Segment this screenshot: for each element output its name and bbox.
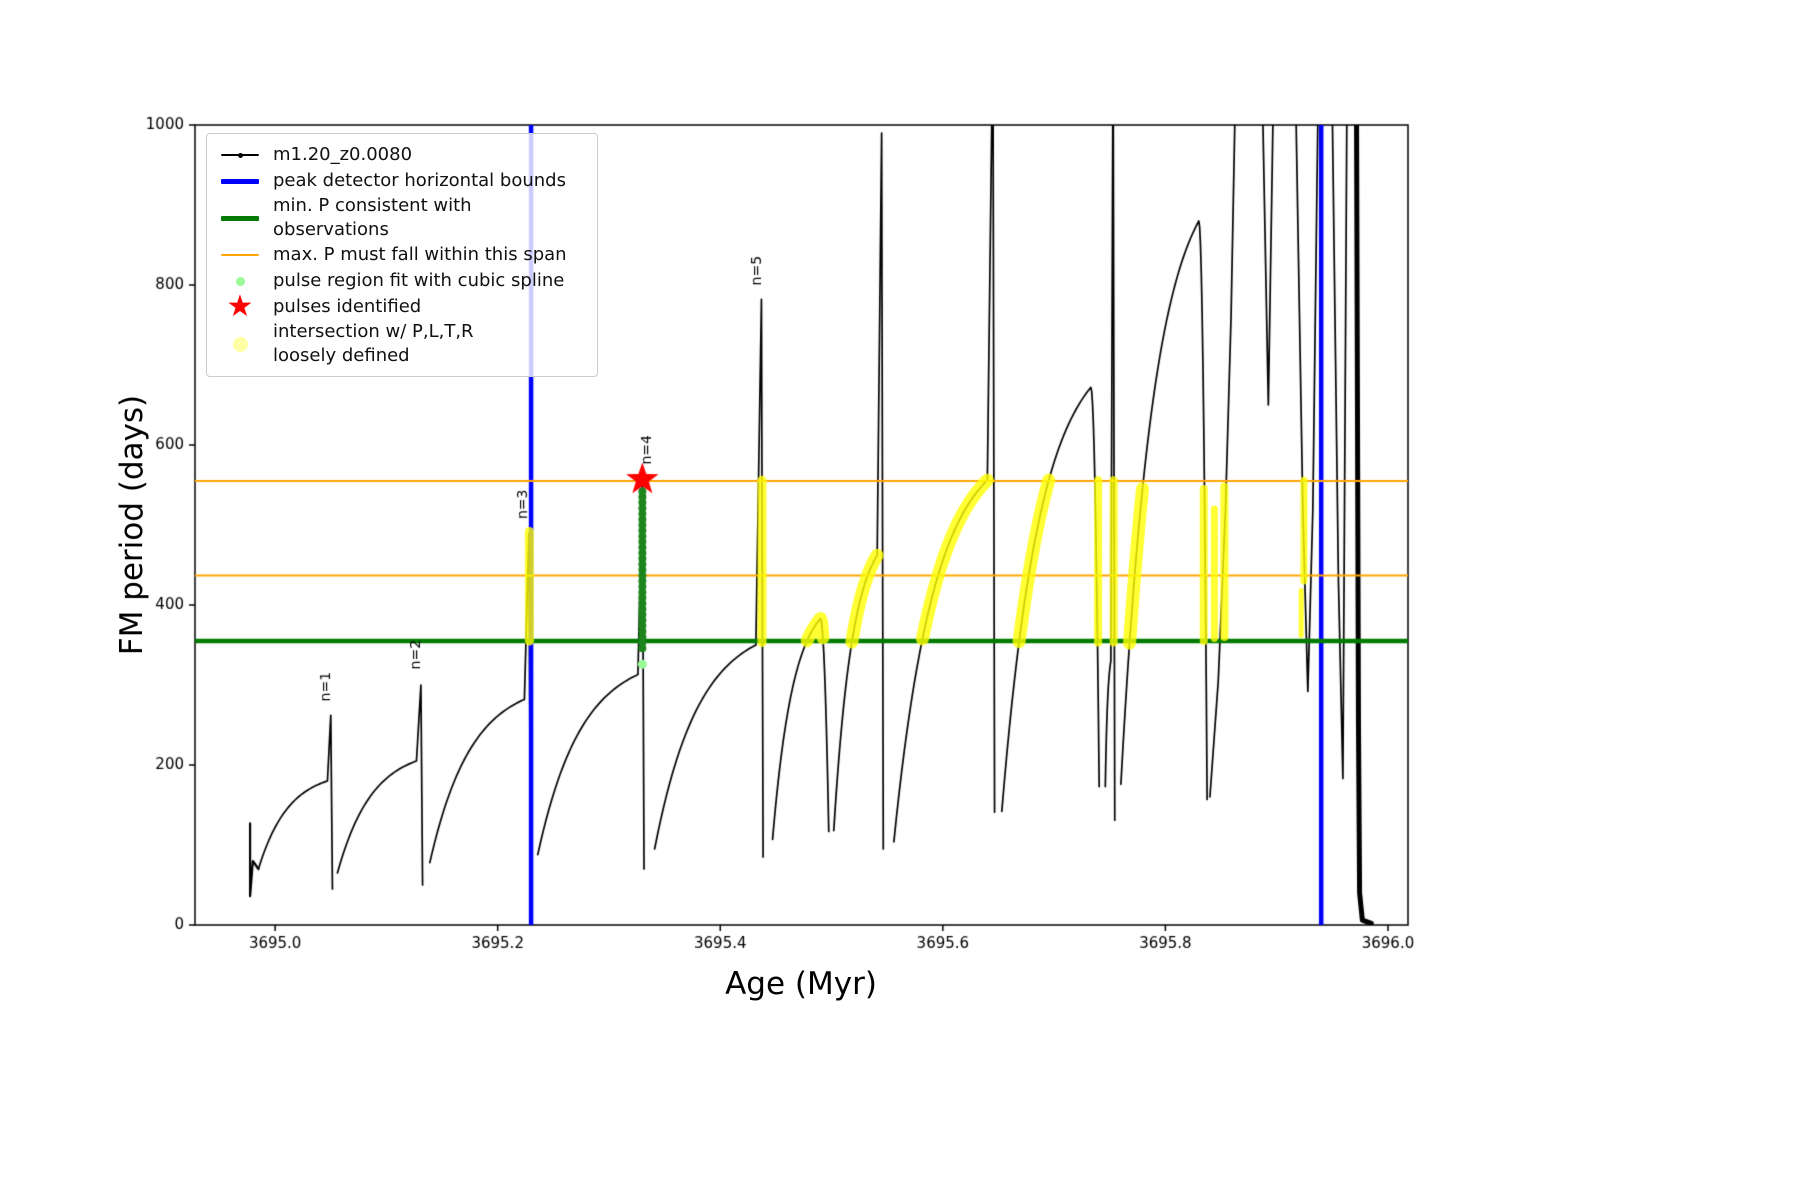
legend-entry-label: min. P consistent with observations [273,195,472,240]
legend-entry: ★ pulses identified [217,289,587,324]
legend-entry: pulse region fit with cubic spline [217,268,587,294]
legend-entry: min. P consistent with observations [217,194,587,242]
legend-entry: peak detector horizontal bounds [217,168,587,194]
legend-entry-label: peak detector horizontal bounds [273,170,566,191]
legend-entry-label: max. P must fall within this span [273,244,567,265]
legend-entry-label: intersection w/ P,L,T,R loosely defined [273,321,474,366]
legend-entry: m1.20_z0.0080 [217,142,587,168]
legend-entry-label: pulses identified [273,296,422,317]
line-dot-legend-marker-icon [217,152,263,158]
legend-entry: max. P must fall within this span [217,242,587,268]
thick-line-legend-marker-icon [217,215,263,221]
legend-entry: intersection w/ P,L,T,R loosely defined [217,320,587,368]
star-legend-marker-icon: ★ [226,289,254,324]
legend-entry-label: m1.20_z0.0080 [273,144,413,165]
line-legend-marker-icon [217,254,263,256]
y-axis-label: FM period (days) [114,394,150,656]
dot-legend-marker-icon [217,276,263,286]
x-axis-label: Age (Myr) [725,966,877,1002]
legend-entry-label: pulse region fit with cubic spline [273,270,565,291]
thick-line-legend-marker-icon [217,178,263,184]
big-dot-legend-marker-icon [217,336,263,352]
